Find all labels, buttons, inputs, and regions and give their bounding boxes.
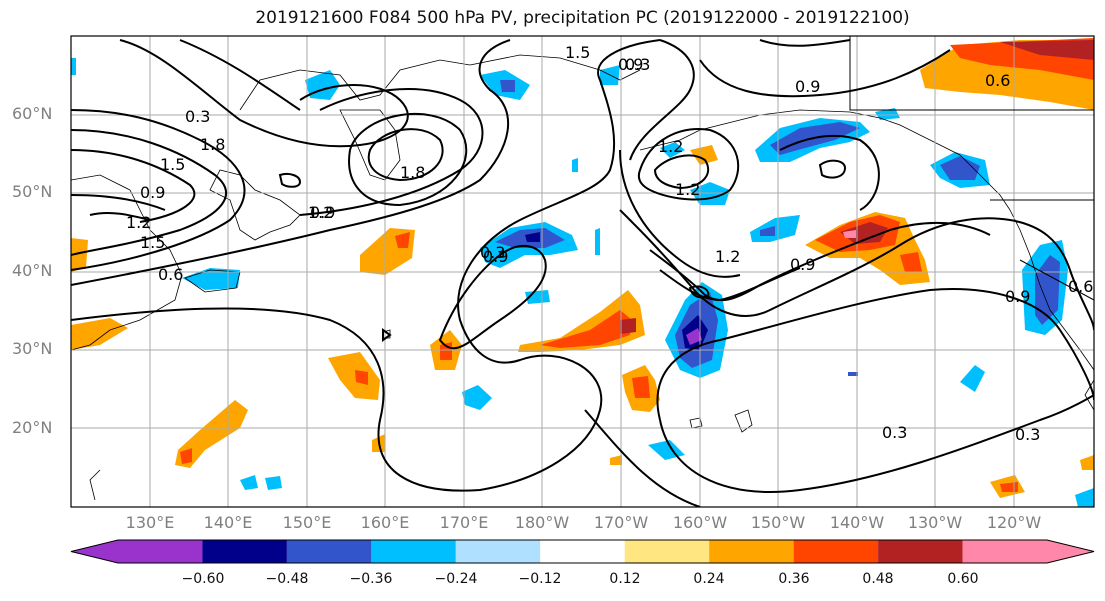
colorbar-tick: 0.12 (609, 571, 641, 587)
lon-label: 140°E (203, 513, 253, 532)
pv-contours (71, 39, 1094, 507)
lon-label: 180°W (514, 513, 570, 532)
contour-label: 1.2 (308, 203, 333, 222)
colorbar-swatch (71, 540, 118, 563)
lat-label: 60°N (12, 104, 53, 123)
lat-label: 50°N (12, 182, 53, 201)
contour-label: 0.9 (310, 203, 335, 222)
lat-label: 30°N (12, 339, 53, 358)
lon-label: 120°W (986, 513, 1042, 532)
contour-label: 0.9 (483, 247, 508, 266)
colorbar-swatch (540, 540, 625, 563)
colorbar-swatch (962, 540, 1047, 563)
colorbar-swatch (1047, 540, 1094, 563)
lon-label: 170°W (593, 513, 649, 532)
colorbar-tick: 0.48 (862, 571, 894, 587)
contour-label: 0.3 (1015, 425, 1040, 444)
lon-label: 160°E (360, 513, 410, 532)
contour-label: 0.9 (140, 183, 165, 202)
plot-title: 2019121600 F084 500 hPa PV, precipitatio… (255, 8, 910, 28)
contour-label: 1.2 (675, 180, 700, 199)
colorbar-tick: 0.24 (693, 571, 725, 587)
colorbar-swatch (455, 540, 541, 563)
contour-label: 1.5 (160, 155, 185, 174)
contour-label: 0.9 (790, 255, 815, 274)
lat-label: 20°N (12, 418, 53, 437)
map-frame (70, 35, 1095, 508)
colorbar-tick: −0.60 (181, 571, 225, 587)
lon-label: 130°E (125, 513, 175, 532)
colorbar-swatch (793, 540, 879, 563)
colorbar-swatch (371, 540, 456, 563)
contour-labels: 1.2 1.5 1.8 0.3 0.9 0.6 1.5 1.8 0.9 1.2 … (126, 43, 1093, 444)
colorbar-swatch (118, 540, 203, 563)
contour-label: 1.2 (715, 247, 740, 266)
contour-label: 0.6 (1068, 277, 1093, 296)
lon-label: 150°W (750, 513, 806, 532)
colorbar-swatch (202, 540, 287, 563)
contour-label: 0.3 (480, 243, 505, 262)
lon-label: 160°W (672, 513, 728, 532)
colorbar-tick: 0.60 (947, 571, 979, 587)
colorbar-tick: −0.48 (265, 571, 309, 587)
colorbar-tick: −0.12 (518, 571, 562, 587)
lat-label: 40°N (12, 261, 53, 280)
colorbar-swatch (624, 540, 710, 563)
political-borders (849, 36, 1094, 301)
contour-label: 0.3 (882, 423, 907, 442)
graticule (71, 36, 1094, 507)
coastlines (71, 54, 1094, 501)
contour-label: 1.5 (565, 43, 590, 62)
colorbar (70, 539, 1095, 564)
colorbar-tick: −0.24 (434, 571, 478, 587)
lon-label: 140°W (829, 513, 885, 532)
contour-label: 0.9 (795, 77, 820, 96)
colorbar-swatch (878, 540, 963, 563)
contour-label: 0.9 (618, 55, 643, 74)
lon-label: 130°W (907, 513, 963, 532)
contour-label: 0.6 (985, 71, 1010, 90)
contour-label: 0.3 (185, 107, 210, 126)
lon-label: 150°E (282, 513, 332, 532)
contour-label: 1.2 (126, 213, 151, 232)
colorbar-swatch (286, 540, 372, 563)
lon-label: 170°E (439, 513, 489, 532)
contour-label: 1.8 (400, 163, 425, 182)
colorbar-tick: 0.36 (778, 571, 810, 587)
colorbar-outline (70, 539, 1095, 564)
contour-label: 0.9 (1005, 287, 1030, 306)
colorbar-tick: −0.36 (349, 571, 393, 587)
contour-label: 0.3 (625, 55, 650, 74)
contour-label: 1.5 (140, 233, 165, 252)
contour-label: 1.2 (658, 137, 683, 156)
colorbar-swatch (709, 540, 794, 563)
contour-label: 0.6 (158, 265, 183, 284)
contour-label: 1.8 (200, 135, 225, 154)
